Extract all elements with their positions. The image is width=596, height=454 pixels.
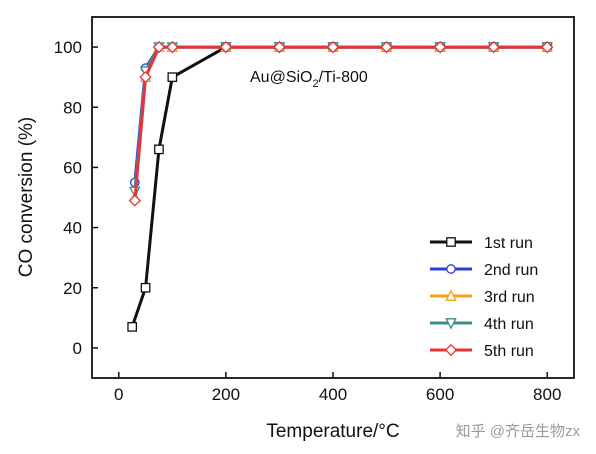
- data-point: [167, 72, 178, 83]
- legend-entry: 3rd run: [430, 289, 535, 306]
- annotation-subscript: 2: [312, 78, 318, 90]
- data-point: [326, 40, 340, 54]
- legend-entry: 4th run: [430, 316, 534, 333]
- legend-marker: [446, 264, 456, 274]
- data-point: [273, 40, 286, 54]
- series-layer: [127, 40, 554, 332]
- data-point: [139, 71, 152, 84]
- y-tick-label: 100: [54, 38, 82, 57]
- data-point: [166, 40, 179, 54]
- y-tick-label: 0: [73, 339, 82, 358]
- legend-label: 5th run: [484, 343, 534, 360]
- annotation-main: Au@SiO: [250, 69, 312, 86]
- data-point: [487, 40, 500, 54]
- legend: 1st run 2nd run 3rd run 4th run 5th run: [430, 235, 538, 360]
- legend-marker: [444, 343, 458, 357]
- legend-entry: 1st run: [430, 235, 533, 252]
- x-tick-label: 200: [212, 385, 240, 404]
- y-axis-title: CO conversion (%): [16, 117, 37, 278]
- data-point: [433, 40, 447, 54]
- axis-ticks: 0 200 400 600 800 0 20 40 60 80 100: [54, 38, 562, 404]
- x-axis-title: Temperature/°C: [266, 421, 399, 442]
- legend-entry: 5th run: [430, 343, 534, 360]
- x-tick-label: 800: [533, 385, 561, 404]
- annotation-label: Au@SiO2/Ti-800: [250, 69, 368, 90]
- y-tick-label: 20: [63, 279, 82, 298]
- y-tick-label: 40: [63, 219, 82, 238]
- data-point: [152, 40, 166, 54]
- legend-label: 3rd run: [484, 289, 535, 306]
- legend-label: 1st run: [484, 235, 533, 252]
- data-point: [380, 40, 393, 54]
- legend-entry: 2nd run: [430, 262, 538, 279]
- legend-label: 2nd run: [484, 262, 538, 279]
- series-5: [128, 40, 554, 207]
- series-1: [127, 42, 553, 332]
- legend-marker: [446, 237, 456, 247]
- watermark: 知乎 @齐岳生物zx: [456, 423, 581, 440]
- data-point: [127, 322, 138, 332]
- data-point: [140, 282, 151, 293]
- x-tick-label: 600: [426, 385, 454, 404]
- legend-marker: [445, 318, 457, 330]
- y-tick-label: 80: [63, 98, 82, 117]
- x-tick-label: 400: [319, 385, 347, 404]
- annotation-tail: /Ti-800: [319, 69, 368, 86]
- data-point: [128, 194, 141, 207]
- data-point: [154, 144, 164, 155]
- series-line: [130, 45, 548, 328]
- legend-label: 4th run: [484, 316, 534, 333]
- y-tick-label: 60: [63, 158, 82, 177]
- series-line: [133, 45, 548, 183]
- data-point: [219, 40, 233, 54]
- legend-marker: [445, 289, 457, 301]
- data-point: [541, 40, 554, 54]
- x-tick-label: 0: [114, 385, 123, 404]
